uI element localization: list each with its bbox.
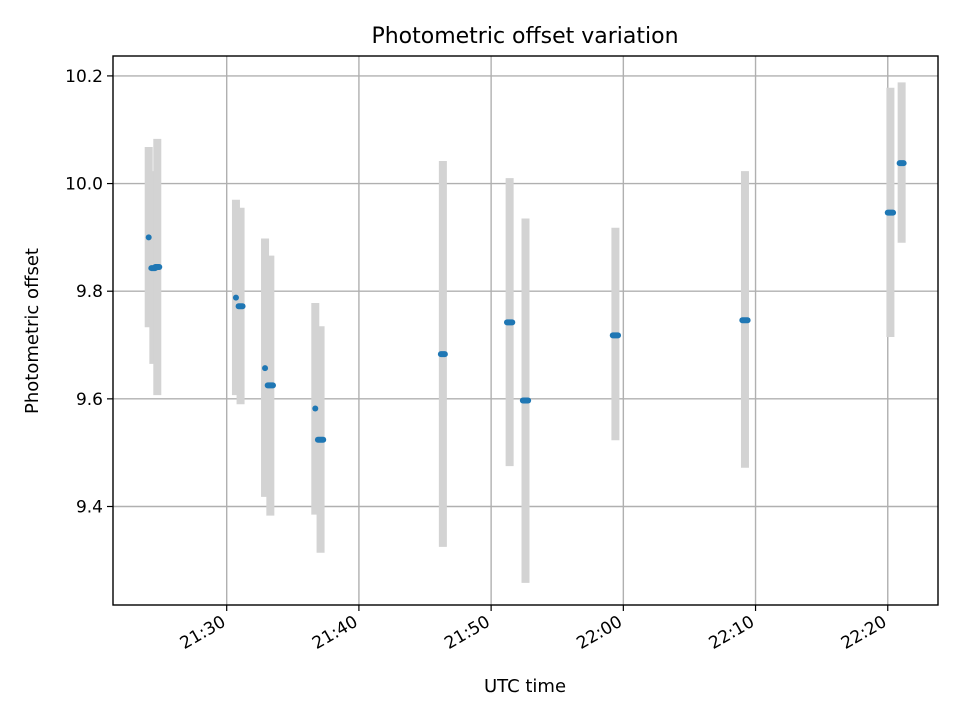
y-tick-label: 9.4 bbox=[76, 498, 103, 518]
point-layer bbox=[145, 160, 907, 443]
tick-layer bbox=[107, 75, 889, 611]
chart-title: Photometric offset variation bbox=[371, 24, 678, 49]
data-point bbox=[232, 294, 239, 301]
y-tick-label: 9.8 bbox=[76, 282, 103, 302]
data-point bbox=[145, 234, 152, 241]
data-point bbox=[262, 365, 269, 372]
x-axis-label: UTC time bbox=[484, 676, 566, 697]
plot-area-frame bbox=[112, 55, 939, 606]
y-axis-label: Photometric offset bbox=[22, 248, 43, 414]
y-tick-label: 9.6 bbox=[76, 390, 103, 410]
y-tick-label: 10.2 bbox=[65, 67, 103, 87]
data-point bbox=[312, 405, 319, 412]
y-tick-label: 10.0 bbox=[65, 175, 103, 195]
